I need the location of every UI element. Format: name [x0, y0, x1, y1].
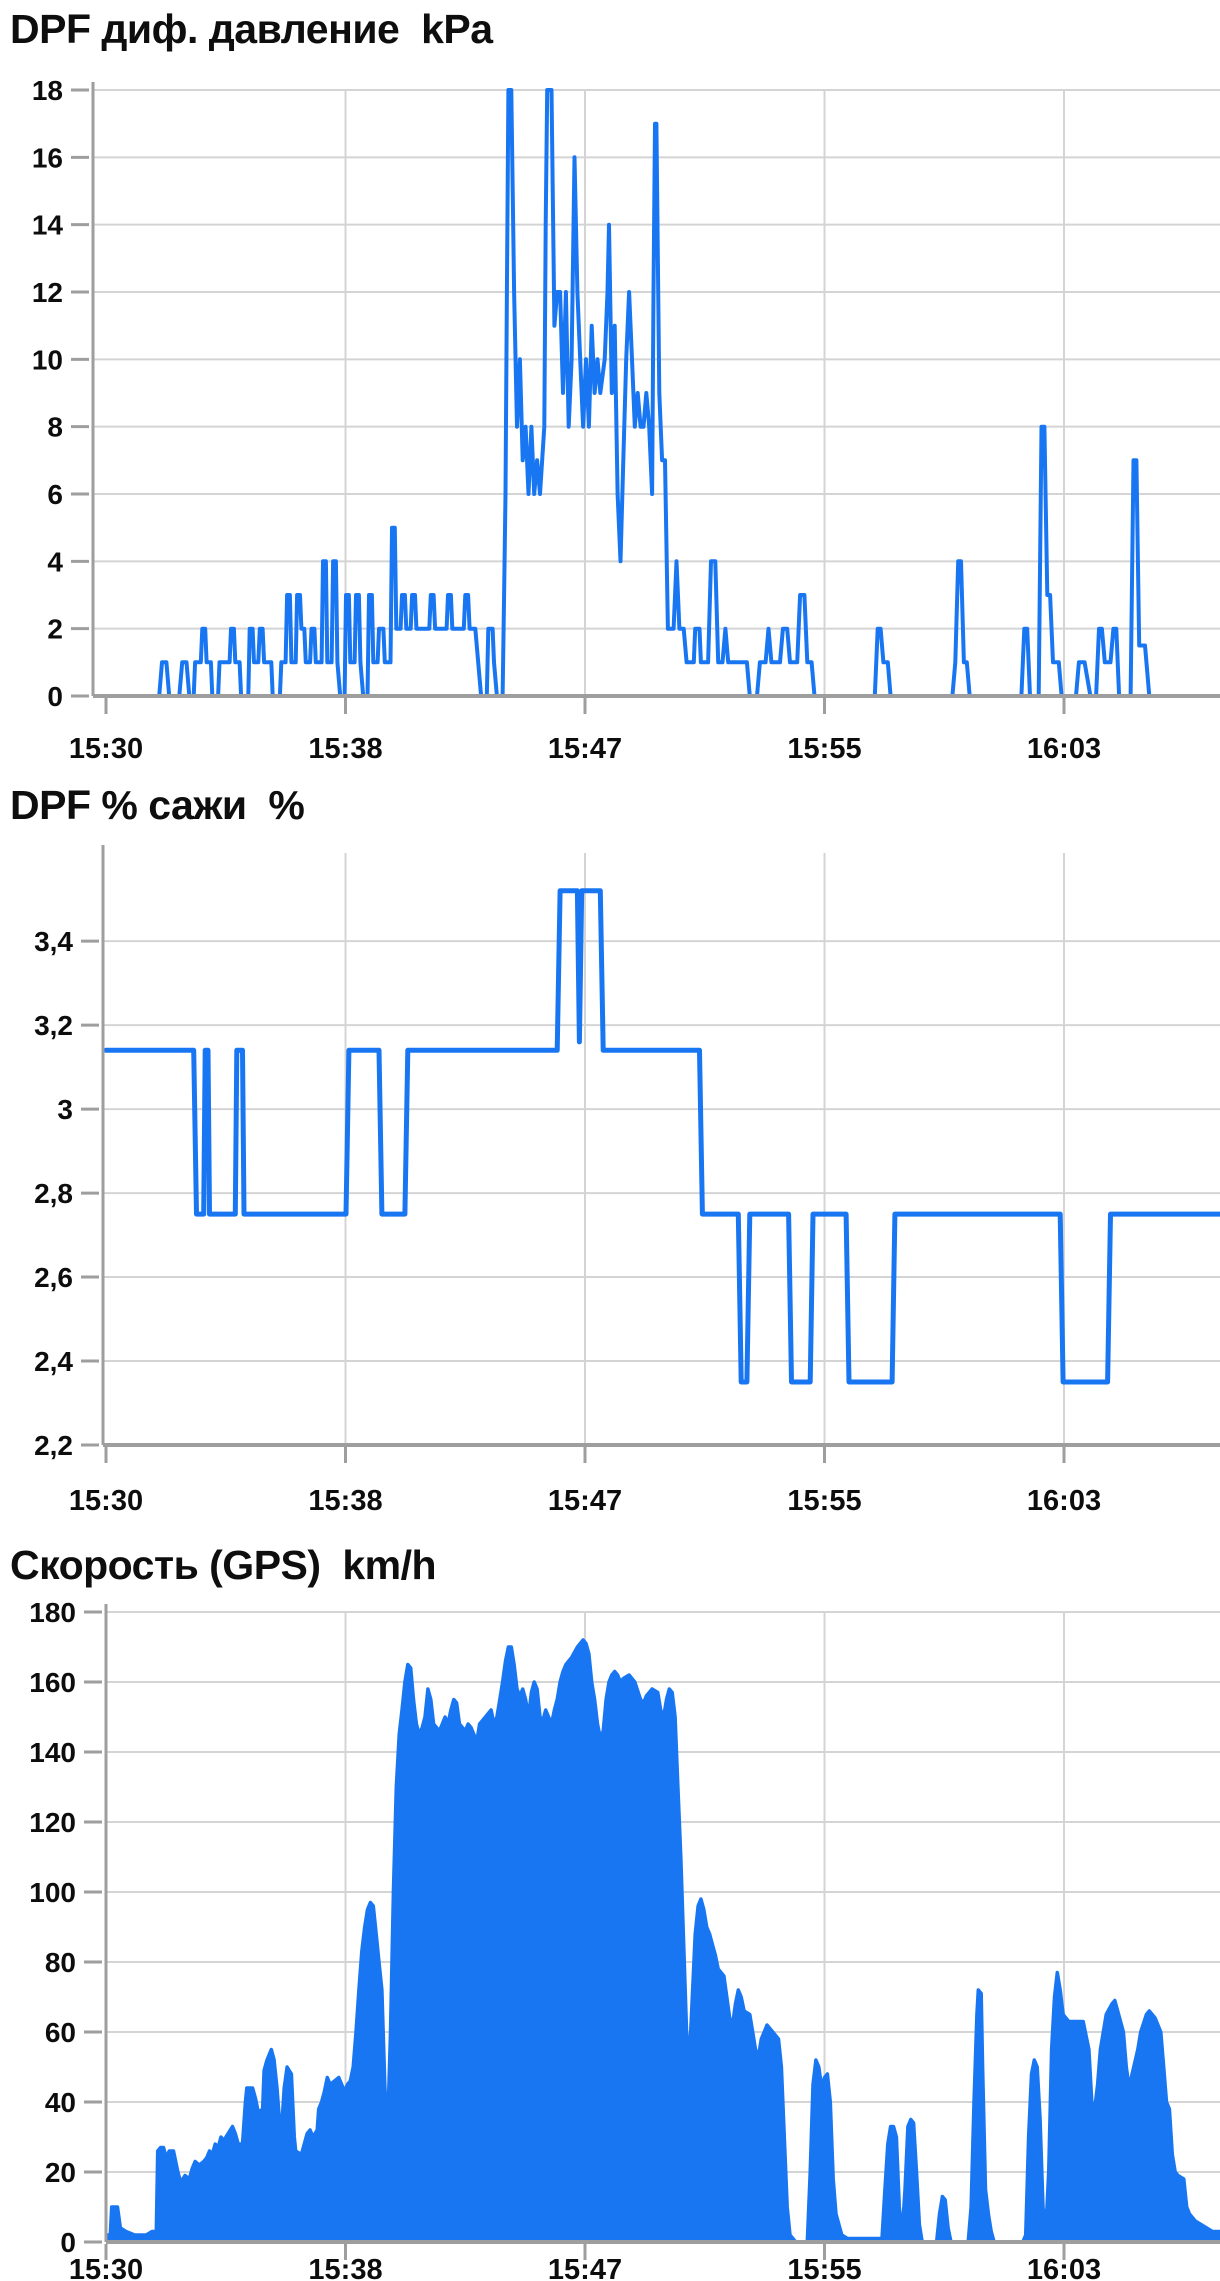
y-tick-label: 18 [32, 75, 63, 106]
y-tick-label: 0 [60, 2227, 76, 2258]
y-tick-label: 8 [47, 412, 63, 443]
x-tick-label: 15:47 [548, 2254, 622, 2281]
chart-title-speed-gps: Скорость (GPS) km/h [10, 1542, 437, 1588]
y-tick-label: 2,4 [34, 1346, 73, 1377]
speed-area-edge [106, 1638, 1220, 2244]
y-tick-label: 80 [45, 1947, 76, 1978]
x-tick-label: 15:55 [787, 2254, 861, 2281]
x-tick-label: 15:55 [787, 1485, 861, 1517]
x-tick-label: 15:30 [69, 1485, 143, 1517]
series-line [103, 888, 1220, 1385]
x-tick-label: 15:47 [548, 1485, 622, 1517]
y-tick-label: 2,2 [34, 1430, 73, 1461]
chart-plot-dpf-pressure: 18 16 14 12 10 8 6 4 2 015:30 15:38 15:47 15:55 16:03 [32, 75, 1220, 765]
y-tick-label: 6 [47, 479, 63, 510]
y-tick-label: 3,2 [34, 1010, 73, 1041]
y-tick-label: 12 [32, 277, 63, 308]
x-tick-label: 15:47 [548, 733, 622, 765]
x-tick-label: 16:03 [1027, 2254, 1101, 2281]
y-tick-label: 3,4 [34, 926, 73, 957]
x-tick-label: 15:55 [787, 733, 861, 765]
y-tick-label: 40 [45, 2087, 76, 2118]
chart-title-dpf-soot: DPF % сажи % [10, 782, 305, 828]
y-tick-label: 2,6 [34, 1262, 73, 1293]
y-tick-label: 0 [47, 681, 63, 712]
y-tick-label: 180 [29, 1598, 76, 1628]
x-tick-label: 16:03 [1027, 1485, 1101, 1517]
chart-title-dpf-pressure: DPF диф. давление kPa [10, 6, 493, 52]
x-tick-label: 15:38 [308, 1485, 382, 1517]
y-tick-label: 120 [29, 1807, 76, 1838]
y-tick-label: 14 [32, 210, 64, 241]
y-tick-label: 100 [29, 1877, 76, 1908]
x-tick-label: 15:38 [308, 2254, 382, 2281]
y-tick-label: 16 [32, 142, 63, 173]
chart-plot-speed-gps: 180 160 140 120 100 80 60 40 20 015:30 15:38 15:47 1… [29, 1598, 1220, 2281]
x-tick-label: 15:30 [69, 2254, 143, 2281]
y-tick-label: 20 [45, 2157, 76, 2188]
series-line [104, 88, 1220, 698]
y-tick-label: 2 [47, 614, 63, 645]
y-tick-label: 140 [29, 1737, 76, 1768]
x-tick-label: 15:30 [69, 733, 143, 765]
y-tick-label: 60 [45, 2017, 76, 2048]
x-tick-label: 15:38 [308, 733, 382, 765]
y-tick-label: 3 [57, 1094, 73, 1125]
y-tick-label: 2,8 [34, 1178, 73, 1209]
x-tick-label: 16:03 [1027, 733, 1101, 765]
speed-area-fill [106, 1640, 1220, 2242]
y-tick-label: 160 [29, 1667, 76, 1698]
chart-plot-dpf-soot: 3,4 3,2 3 2,8 2,6 2,4 2,2 15:30 15:38 15:47 15:55 1… [34, 845, 1220, 1517]
y-tick-label: 4 [47, 546, 63, 577]
y-tick-label: 10 [32, 344, 63, 375]
